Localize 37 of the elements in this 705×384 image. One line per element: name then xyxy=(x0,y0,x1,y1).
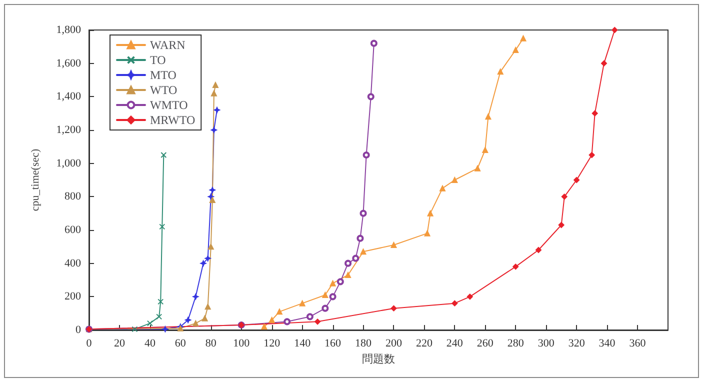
x-tick-label: 360 xyxy=(629,338,646,350)
x-tick-label: 40 xyxy=(144,338,156,350)
y-tick-label: 0 xyxy=(76,324,82,336)
x-tick-label: 160 xyxy=(324,338,342,350)
x-tick-label: 180 xyxy=(355,338,372,350)
x-tick-label: 0 xyxy=(86,338,92,350)
x-tick-label: 100 xyxy=(233,338,250,350)
legend-label: WTO xyxy=(150,83,178,97)
x-axis-title: 問題数 xyxy=(362,353,395,366)
y-tick-label: 1,200 xyxy=(56,124,82,136)
x-tick-label: 60 xyxy=(174,338,186,350)
x-tick-label: 240 xyxy=(446,338,464,350)
x-tick-label: 20 xyxy=(114,338,126,350)
y-tick-label: 1,400 xyxy=(56,90,82,103)
y-tick-label: 1,000 xyxy=(56,157,82,170)
x-tick-label: 200 xyxy=(385,338,402,350)
x-tick-label: 300 xyxy=(538,338,555,350)
legend-label: WARN xyxy=(150,38,186,52)
y-tick-label: 800 xyxy=(64,190,82,203)
legend-label: MRWTO xyxy=(150,113,196,127)
legend-label: MTO xyxy=(150,68,177,82)
x-tick-label: 340 xyxy=(598,338,616,350)
x-tick-label: 320 xyxy=(568,338,586,350)
y-tick-label: 400 xyxy=(64,257,82,270)
x-tick-label: 260 xyxy=(476,338,494,350)
x-tick-label: 220 xyxy=(416,338,433,350)
y-tick-label: 200 xyxy=(64,290,82,303)
legend-label: TO xyxy=(150,53,166,67)
x-tick-label: 120 xyxy=(264,338,281,350)
x-tick-label: 140 xyxy=(294,338,312,350)
legend-label: WMTO xyxy=(150,98,188,112)
y-tick-label: 600 xyxy=(64,224,82,236)
x-tick-label: 80 xyxy=(205,338,217,350)
y-axis-title: cpu_time(sec) xyxy=(30,148,42,212)
y-tick-label: 1,800 xyxy=(56,24,82,36)
y-tick-label: 1,600 xyxy=(56,57,82,70)
x-tick-label: 280 xyxy=(507,338,524,350)
